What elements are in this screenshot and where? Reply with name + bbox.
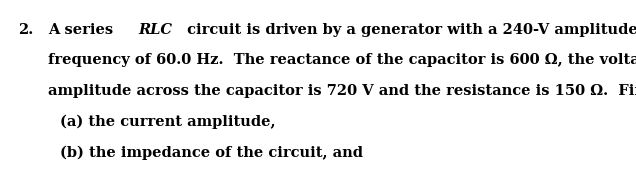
Text: amplitude across the capacitor is 720 V and the resistance is 150 Ω.  Find: amplitude across the capacitor is 720 V … [48,84,636,98]
Text: frequency of 60.0 Hz.  The reactance of the capacitor is 600 Ω, the voltage: frequency of 60.0 Hz. The reactance of t… [48,53,636,67]
Text: A series: A series [48,23,118,37]
Text: (a) the current amplitude,: (a) the current amplitude, [60,115,276,129]
Text: 2.: 2. [18,23,33,37]
Text: RLC: RLC [139,23,172,37]
Text: (b) the impedance of the circuit, and: (b) the impedance of the circuit, and [60,145,363,160]
Text: circuit is driven by a generator with a 240-V amplitude and a: circuit is driven by a generator with a … [183,23,636,37]
